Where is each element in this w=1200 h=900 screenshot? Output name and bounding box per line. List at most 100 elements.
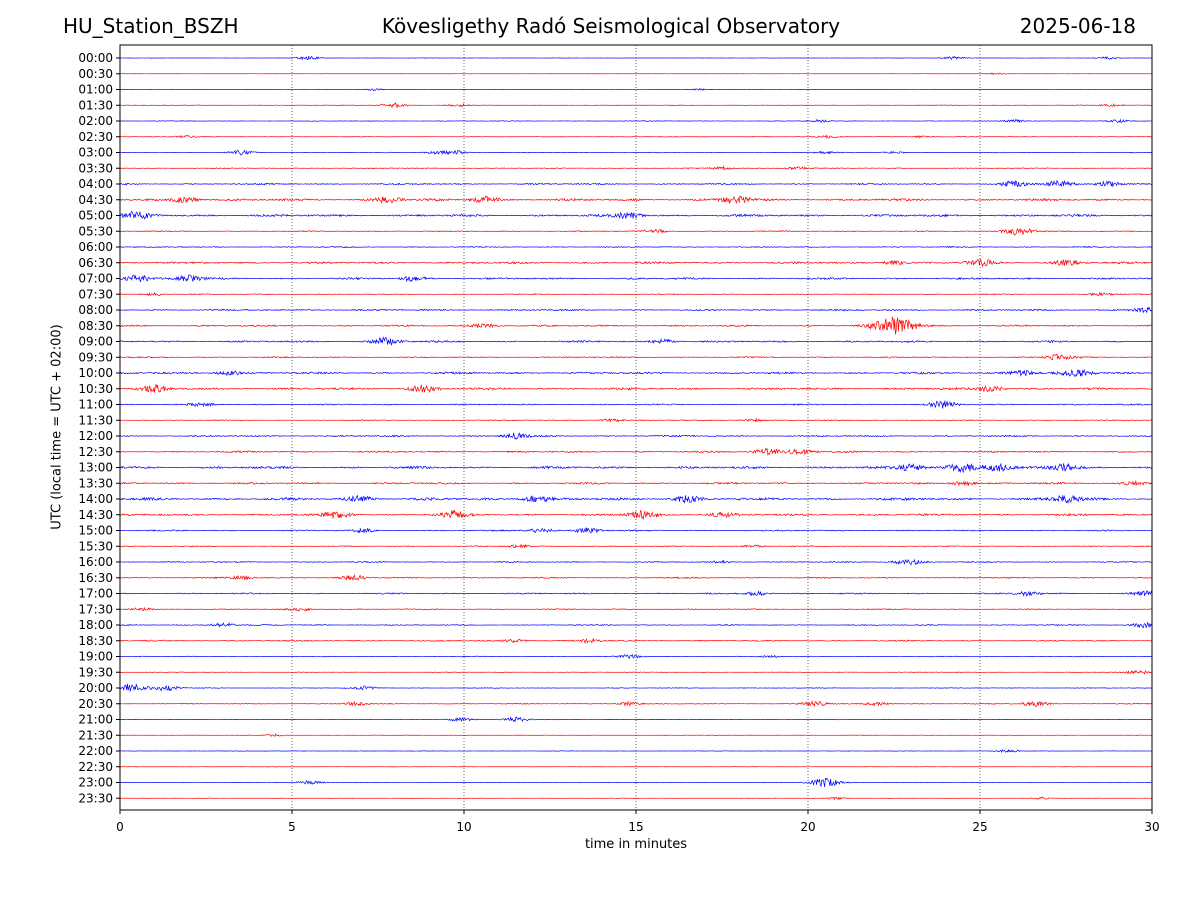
trace-2330 [119,796,1153,801]
y-axis-label: UTC (local time = UTC + 02:00) [49,324,65,530]
y-tick-label: 18:00 [78,618,113,632]
trace-1000 [119,368,1153,377]
y-tick-label: 06:30 [78,256,113,270]
y-tick-label: 06:00 [78,240,113,254]
trace-1530 [119,543,1153,549]
trace-1330 [119,480,1153,487]
trace-1400 [119,494,1153,504]
trace-0300 [119,149,1153,156]
trace-2200 [119,749,1153,754]
y-tick-label: 20:00 [78,681,113,695]
y-tick-label: 14:00 [78,492,113,506]
trace-0630 [119,257,1153,268]
x-tick-label: 30 [1144,820,1159,834]
trace-0030 [119,72,1153,76]
y-tick-label: 10:00 [78,366,113,380]
chart-title: Kövesligethy Radó Seismological Observat… [381,14,841,38]
y-tick-label: 12:30 [78,445,113,459]
trace-0800 [119,306,1153,314]
y-tick-label: 19:00 [78,650,113,664]
trace-0200 [119,118,1153,124]
y-tick-label: 07:30 [78,287,113,301]
y-tick-label: 16:30 [78,571,113,585]
x-tick-label: 5 [288,820,296,834]
trace-1800 [119,621,1153,629]
trace-2100 [119,715,1153,723]
y-tick-label: 03:30 [78,161,113,175]
trace-0530 [119,228,1153,236]
trace-0500 [119,210,1153,220]
x-tick-label: 0 [116,820,124,834]
grid-lines [291,45,981,810]
y-tick-label: 03:00 [78,146,113,160]
trace-1230 [119,447,1153,456]
y-tick-label: 17:30 [78,602,113,616]
trace-0130 [119,101,1153,109]
trace-1700 [119,590,1153,597]
trace-2000 [119,683,1153,692]
y-tick-label: 22:00 [78,744,113,758]
trace-0700 [119,274,1153,283]
y-tick-label: 05:30 [78,224,113,238]
y-tick-label: 18:30 [78,634,113,648]
trace-1830 [119,637,1153,645]
trace-0400 [119,179,1153,188]
y-tick-label: 02:30 [78,130,113,144]
trace-2300 [119,777,1153,788]
trace-1030 [119,384,1153,393]
trace-0430 [119,195,1153,205]
trace-1500 [119,527,1153,534]
y-tick-label: 01:00 [78,83,113,97]
y-tick-label: 22:30 [78,760,113,774]
y-tick-label: 04:00 [78,177,113,191]
x-ticks: 0 5 10 15 20 25 30 [116,810,1160,834]
trace-0000 [119,55,1153,61]
station-name: HU_Station_BSZH [63,14,239,38]
y-tick-label: 08:30 [78,319,113,333]
trace-1900 [119,653,1153,660]
trace-2130 [119,733,1153,737]
y-tick-label: 21:00 [78,713,113,727]
y-tick-label: 16:00 [78,555,113,569]
y-tick-label: 12:00 [78,429,113,443]
trace-layer [119,55,1153,801]
y-tick-label: 09:00 [78,335,113,349]
y-tick-label: 15:30 [78,539,113,553]
x-tick-label: 25 [972,820,987,834]
trace-0600 [119,245,1153,249]
trace-0930 [119,353,1153,361]
y-tick-label: 14:30 [78,508,113,522]
trace-1100 [119,400,1153,409]
y-tick-label: 19:30 [78,665,113,679]
y-tick-label: 11:30 [78,413,113,427]
y-tick-label: 09:30 [78,350,113,364]
y-tick-label: 04:30 [78,193,113,207]
trace-1200 [119,432,1153,441]
y-tick-label: 15:00 [78,524,113,538]
trace-0100 [119,88,1153,91]
trace-0230 [120,134,1153,139]
y-tick-label: 23:30 [78,791,113,805]
trace-2030 [119,700,1153,708]
trace-1130 [119,417,1153,423]
x-axis-label: time in minutes [584,837,688,852]
y-tick-label: 13:00 [78,461,113,475]
x-tick-label: 15 [628,820,643,834]
trace-1600 [119,558,1153,566]
trace-1300 [119,462,1153,474]
y-tick-label: 01:30 [78,98,113,112]
trace-0830 [119,316,1153,335]
y-tick-label: 10:30 [78,382,113,396]
y-tick-label: 21:30 [78,728,113,742]
y-tick-label: 07:00 [78,272,113,286]
x-tick-label: 10 [456,820,471,834]
y-tick-label: 17:00 [78,587,113,601]
y-tick-label: 23:00 [78,776,113,790]
trace-0900 [119,336,1153,347]
y-tick-label: 11:00 [78,398,113,412]
y-tick-label: 00:30 [78,67,113,81]
trace-1630 [119,574,1153,581]
